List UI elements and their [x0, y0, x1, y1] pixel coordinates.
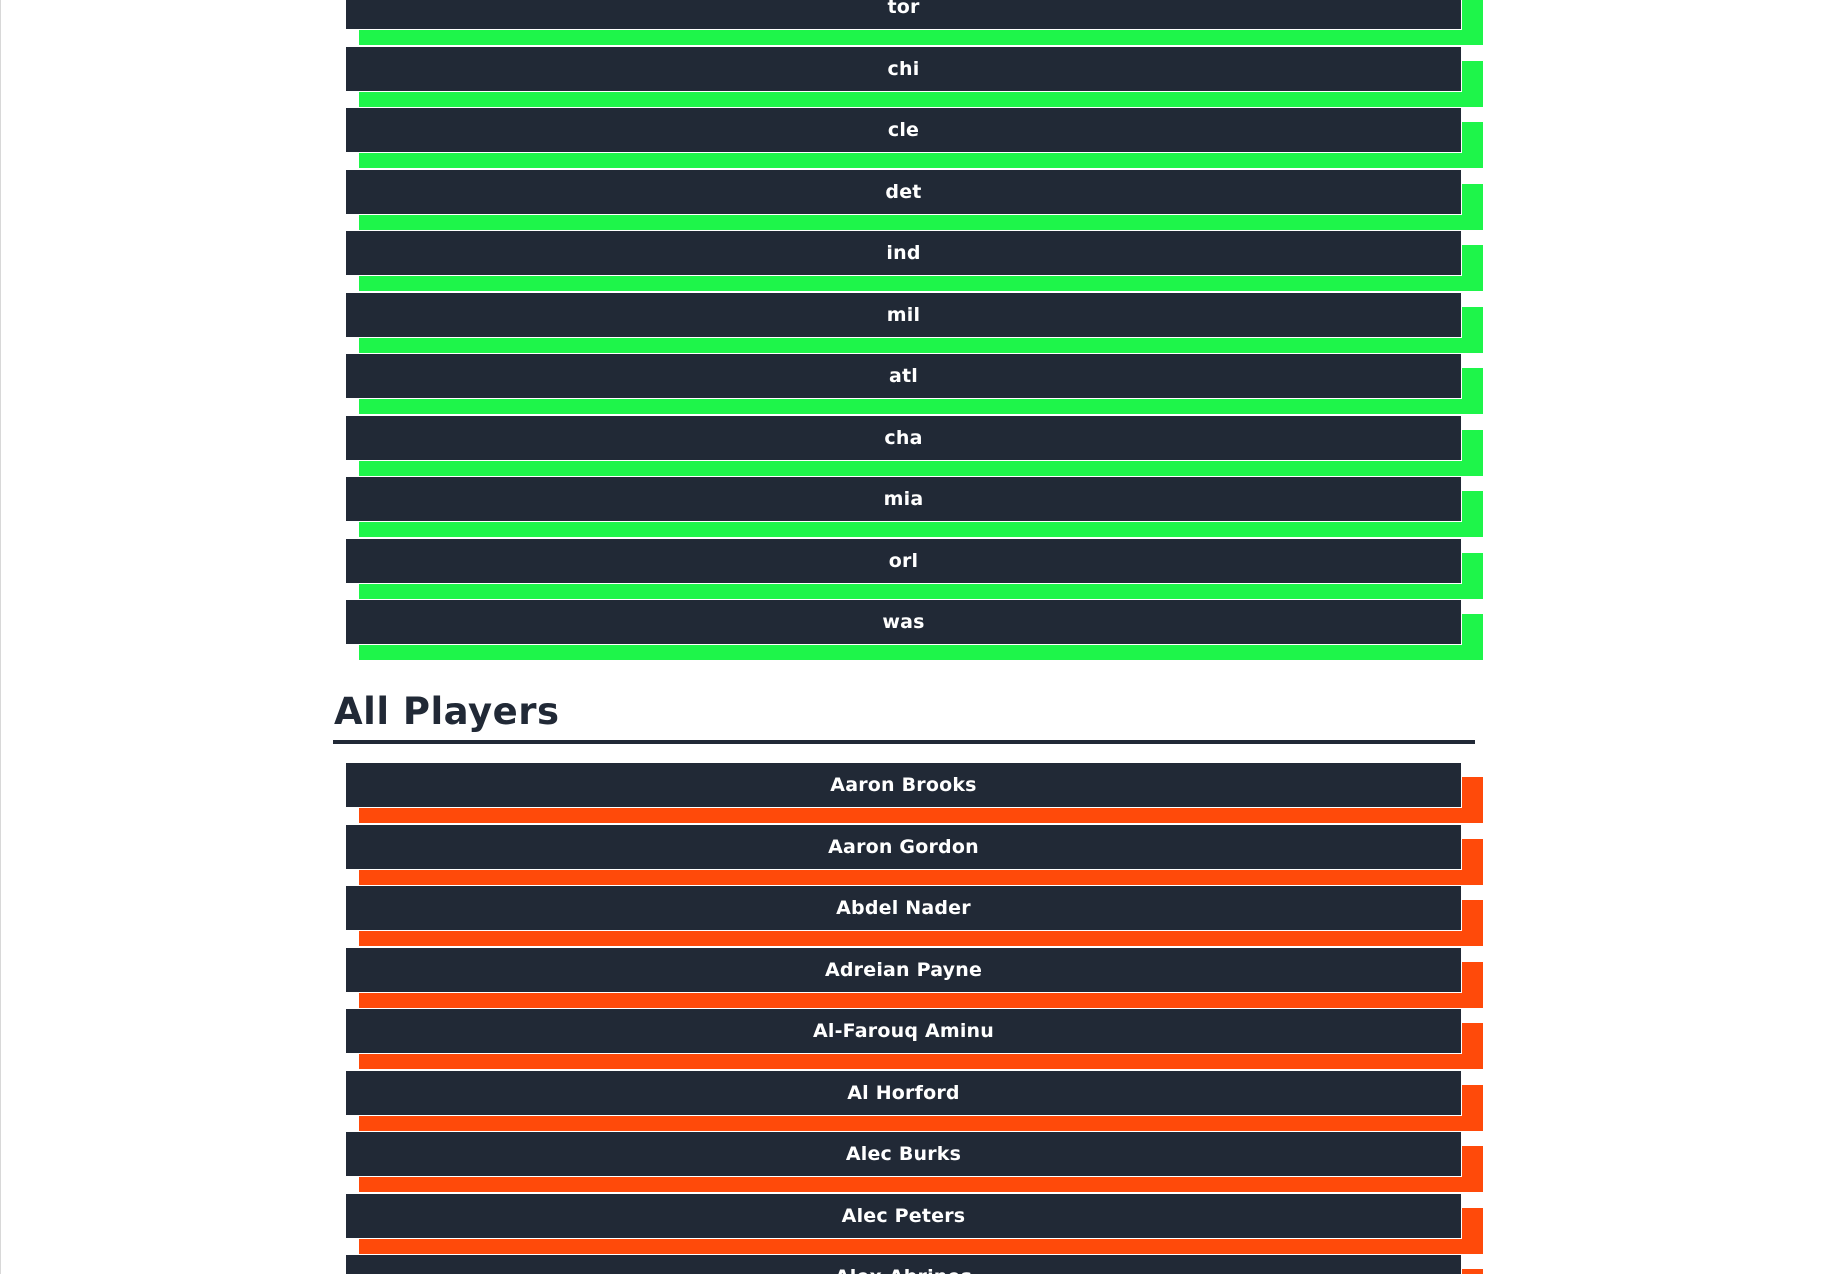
player-button[interactable]: Alec Burks: [345, 1131, 1462, 1177]
player-button[interactable]: Al Horford: [345, 1069, 1462, 1116]
team-item: chi: [333, 45, 1483, 108]
player-button[interactable]: Alec Peters: [345, 1192, 1462, 1239]
team-item: tor: [333, 0, 1483, 46]
team-item: mil: [333, 291, 1483, 354]
player-button[interactable]: Aaron Brooks: [345, 762, 1462, 808]
player-button[interactable]: Al-Farouq Aminu: [345, 1008, 1462, 1054]
section-divider: [333, 740, 1475, 744]
team-list: tor chi cle det ind mil atl cha mia orl was: [333, 0, 1483, 661]
content: tor chi cle det ind mil atl cha mia orl was All Pl…: [333, 0, 1483, 1274]
team-button[interactable]: cle: [345, 107, 1462, 153]
team-button[interactable]: was: [345, 599, 1462, 645]
team-button[interactable]: mil: [345, 291, 1462, 338]
team-button[interactable]: mia: [345, 476, 1462, 522]
team-button[interactable]: chi: [345, 45, 1462, 92]
team-item: orl: [333, 537, 1483, 600]
team-button[interactable]: ind: [345, 230, 1462, 276]
team-item: atl: [333, 353, 1483, 415]
team-item: cle: [333, 107, 1483, 169]
team-button[interactable]: cha: [345, 414, 1462, 461]
team-button[interactable]: det: [345, 168, 1462, 215]
team-button[interactable]: atl: [345, 353, 1462, 399]
team-item: ind: [333, 230, 1483, 292]
player-button[interactable]: Alex Abrines: [345, 1254, 1462, 1274]
all-players-heading: All Players: [333, 688, 1475, 744]
player-button[interactable]: Abdel Nader: [345, 885, 1462, 931]
team-item: det: [333, 168, 1483, 231]
team-button[interactable]: tor: [345, 0, 1462, 30]
section-title: All Players: [334, 690, 560, 733]
team-button[interactable]: orl: [345, 537, 1462, 584]
team-item: mia: [333, 476, 1483, 538]
team-item: cha: [333, 414, 1483, 477]
player-button[interactable]: Aaron Gordon: [345, 823, 1462, 870]
player-button[interactable]: Adreian Payne: [345, 946, 1462, 993]
team-item: was: [333, 599, 1483, 661]
